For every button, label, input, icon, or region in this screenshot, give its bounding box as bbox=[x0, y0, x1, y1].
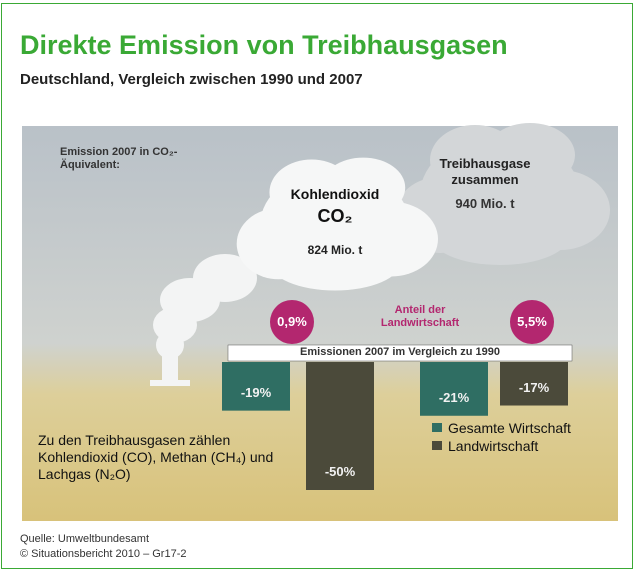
value-label: -19% bbox=[222, 385, 290, 400]
legend-label: Gesamte Wirtschaft bbox=[448, 420, 571, 436]
title: Direkte Emission von Treibhausgasen bbox=[20, 30, 508, 61]
page: (() => { const data = JSON.parse(documen… bbox=[0, 0, 636, 572]
copyright: © Situationsbericht 2010 – Gr17-2 bbox=[20, 548, 186, 560]
value-label: -21% bbox=[420, 390, 488, 405]
legend-label: Landwirtschaft bbox=[448, 438, 538, 454]
total-label: 940 Mio. t bbox=[430, 196, 540, 211]
legend-swatch bbox=[432, 441, 442, 450]
comparison-title: Emissionen 2007 im Vergleich zu 1990 bbox=[228, 346, 572, 358]
cloud-part bbox=[430, 205, 570, 265]
total-label: 824 Mio. t bbox=[255, 243, 415, 257]
category-label: Kohlendioxid bbox=[255, 186, 415, 202]
legend-swatch bbox=[432, 423, 442, 432]
subtitle: Deutschland, Vergleich zwischen 1990 und… bbox=[20, 71, 363, 88]
value-label: -17% bbox=[500, 380, 568, 395]
category-label: Treibhausgase zusammen bbox=[430, 156, 540, 189]
source: Quelle: Umweltbundesamt bbox=[20, 533, 149, 545]
share-caption: Anteil der Landwirtschaft bbox=[365, 304, 475, 330]
share-label: 5,5% bbox=[507, 314, 557, 329]
value-label: -50% bbox=[306, 464, 374, 479]
header: Emission 2007 in CO₂-Äquivalent: bbox=[60, 146, 210, 172]
formula: CO₂ bbox=[255, 206, 415, 227]
note: Zu den Treibhausgasen zählen Kohlendioxi… bbox=[38, 432, 278, 482]
share-label: 0,9% bbox=[267, 314, 317, 329]
